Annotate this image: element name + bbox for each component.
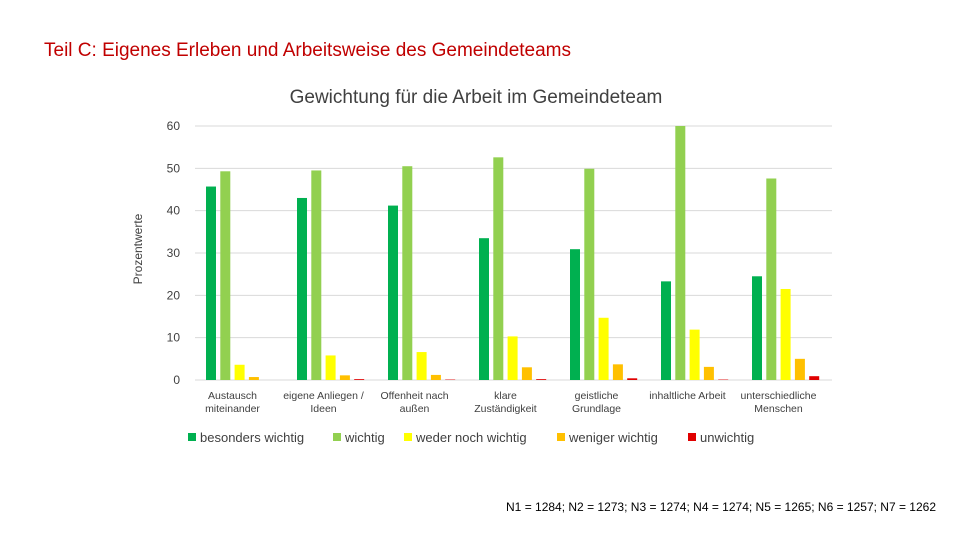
bar [661,281,671,380]
y-tick-labels: 0 10 20 30 40 50 60 [167,119,181,387]
x-tick-label: Ideen [310,403,336,415]
x-tick-label: klare [494,390,517,402]
legend-entry: wichtig [344,430,385,445]
bar [780,288,791,380]
x-tick-label: Zuständigkeit [474,403,537,415]
y-axis-label: Prozentwerte [131,213,145,284]
x-tick-label: unterschiedliche [741,390,817,402]
series-weniger-wichtig [248,358,805,380]
bar [703,366,714,380]
y-tick-label: 60 [167,119,181,133]
bar [612,364,623,380]
series-besonders-wichtig [206,186,762,380]
x-tick-label: Grundlage [572,403,621,415]
x-tick-label: Offenheit nach [380,390,448,402]
chart-title: Gewichtung für die Arbeit im Gemeindetea… [290,87,663,108]
legend: besonders wichtig wichtig weder noch wicht… [188,430,754,445]
slide-title: Teil C: Eigenes Erleben und Arbeitsweise… [44,40,572,61]
legend-entry: unwichtig [700,430,754,445]
x-tick-label: Menschen [754,403,803,415]
y-tick-label: 10 [167,331,181,345]
bar [493,157,504,380]
legend-swatch [188,433,196,441]
bar [627,378,638,380]
bar [766,178,777,380]
bar [689,329,700,380]
bar [388,205,398,380]
y-tick-label: 0 [173,373,180,387]
x-tick-label: geistliche [575,390,619,402]
legend-entry: weniger wichtig [568,430,658,445]
bar [570,249,580,380]
bar [598,317,609,380]
bar [339,375,350,380]
x-tick-label: inhaltliche Arbeit [649,390,726,402]
bar [311,170,322,380]
bar [794,358,805,380]
bar [248,377,259,380]
y-tick-label: 40 [167,204,181,218]
bar [507,336,518,380]
y-tick-label: 20 [167,288,181,302]
bar [479,238,489,380]
bar [325,355,336,380]
y-tick-label: 30 [167,246,181,260]
y-tick-label: 50 [167,161,181,175]
bar [354,379,365,380]
legend-entry: besonders wichtig [200,430,304,445]
bar [297,197,307,380]
bar [416,352,427,380]
series-unwichtig [354,376,820,380]
bar [220,171,231,380]
legend-swatch [333,433,341,441]
bar [809,376,820,380]
series-wichtig [220,126,777,380]
bar [675,126,686,380]
legend-swatch [557,433,565,441]
bar [402,166,413,380]
bar [584,168,595,380]
sample-size-footnote: N1 = 1284; N2 = 1273; N3 = 1274; N4 = 12… [506,500,936,514]
legend-entry: weder noch wichtig [415,430,527,445]
bar [206,186,216,380]
x-tick-label: eigene Anliegen / [283,390,364,402]
bar [234,364,245,380]
legend-swatch [404,433,412,441]
x-tick-label: Austausch [208,390,257,402]
bar [521,367,532,380]
bar [536,379,547,380]
series-weder-noch-wichtig [234,288,791,380]
bar [430,374,441,380]
x-tick-label: miteinander [205,403,260,415]
bars [206,126,820,380]
legend-swatch [688,433,696,441]
bar [752,276,762,380]
x-tick-label: außen [400,403,430,415]
